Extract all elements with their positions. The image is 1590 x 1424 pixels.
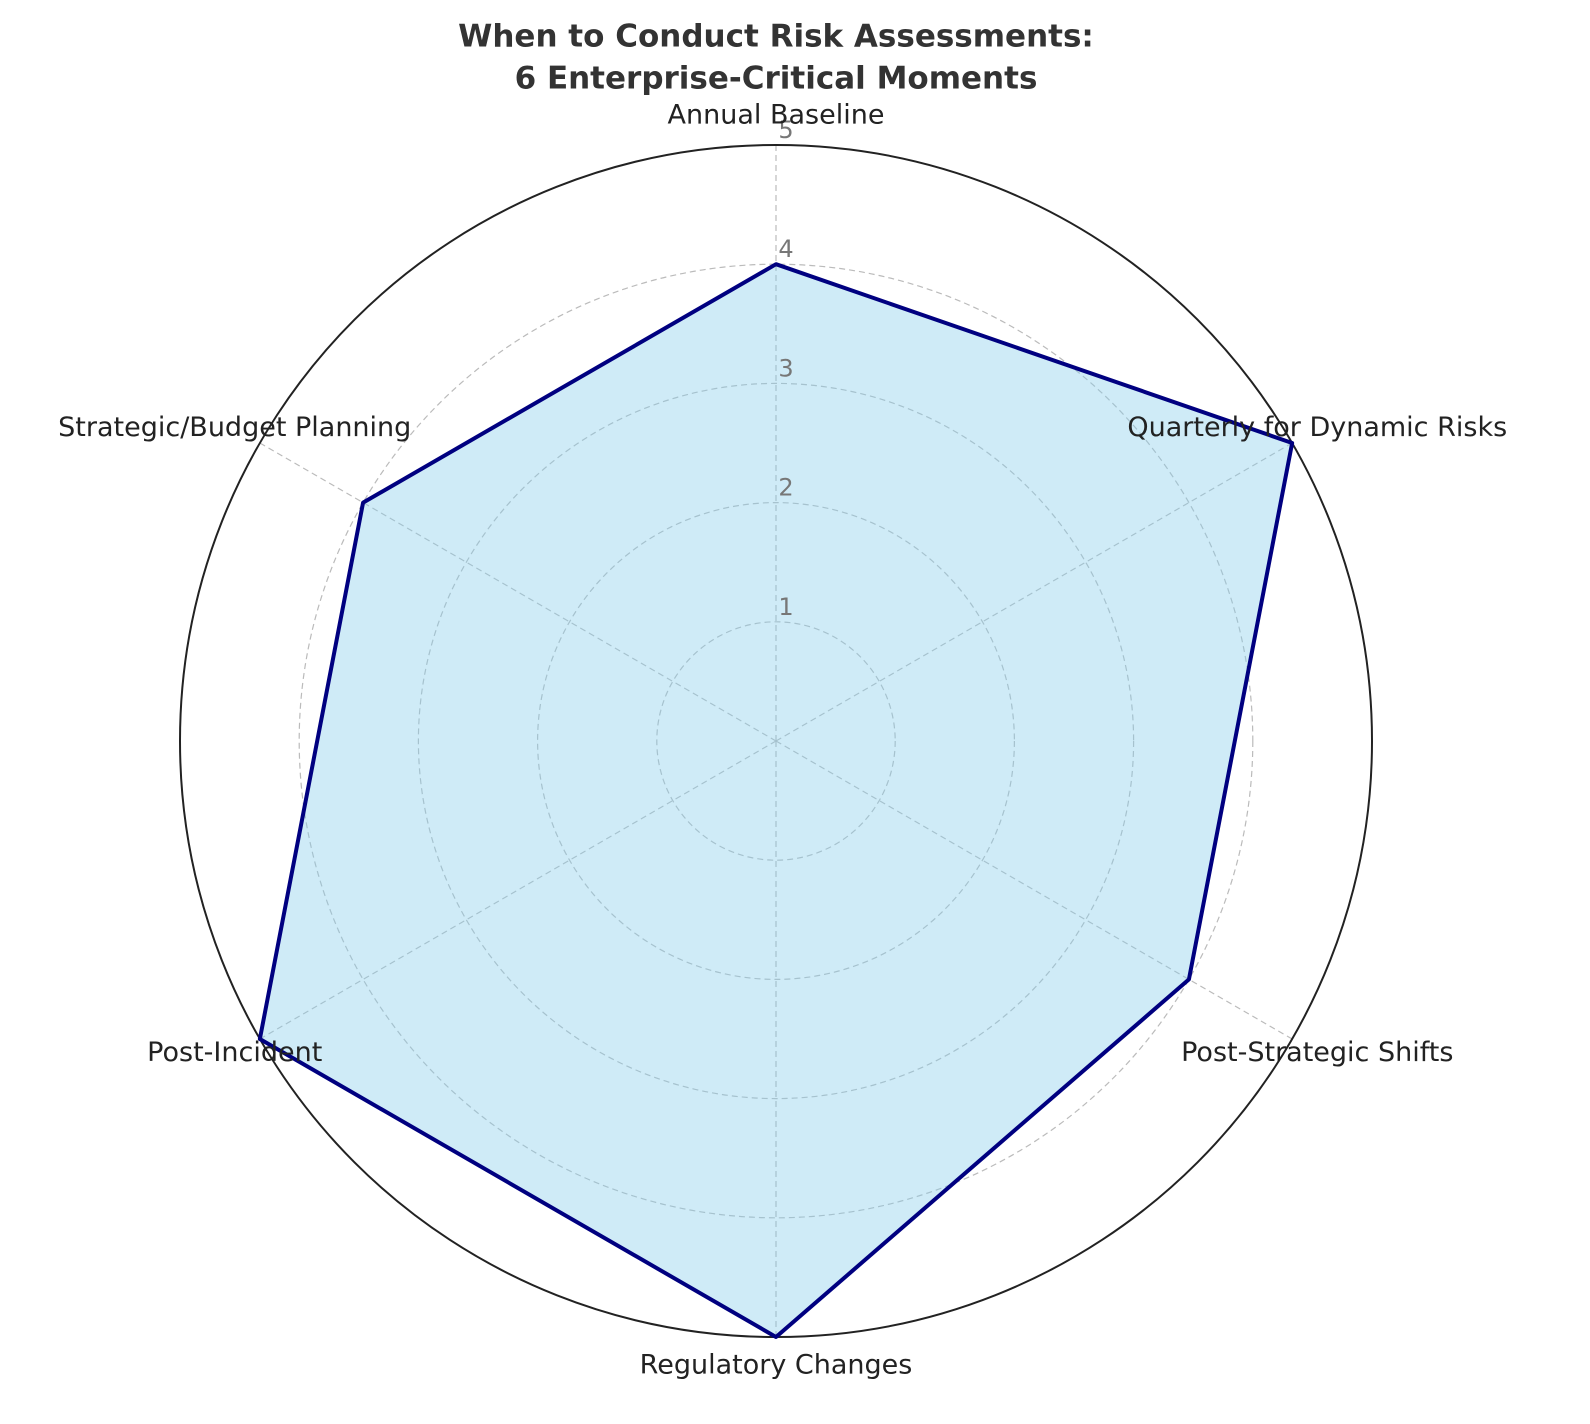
category-label: Regulatory Changes: [640, 1350, 913, 1381]
category-label: Post-Strategic Shifts: [1181, 1037, 1453, 1068]
category-label: Quarterly for Dynamic Risks: [1127, 412, 1507, 443]
r-tick-label: 3: [778, 354, 793, 382]
chart-title: 6 Enterprise-Critical Moments: [515, 61, 1038, 97]
r-tick-label: 5: [778, 116, 793, 144]
category-label: Post-Incident: [147, 1037, 322, 1068]
r-tick-label: 4: [778, 235, 793, 263]
r-tick-label: 1: [778, 593, 793, 621]
r-tick-label: 2: [778, 474, 793, 502]
chart-title: When to Conduct Risk Assessments:: [458, 19, 1094, 55]
line: [257, 262, 1295, 1339]
grid-circle: [536, 502, 1015, 980]
grid-circle: [656, 621, 896, 861]
category-label: Annual Baseline: [668, 100, 885, 131]
category-label: Strategic/Budget Planning: [58, 412, 411, 443]
grid-circle: [298, 263, 1254, 1219]
grid-circle: [417, 382, 1135, 1100]
area: [259, 264, 1293, 1338]
